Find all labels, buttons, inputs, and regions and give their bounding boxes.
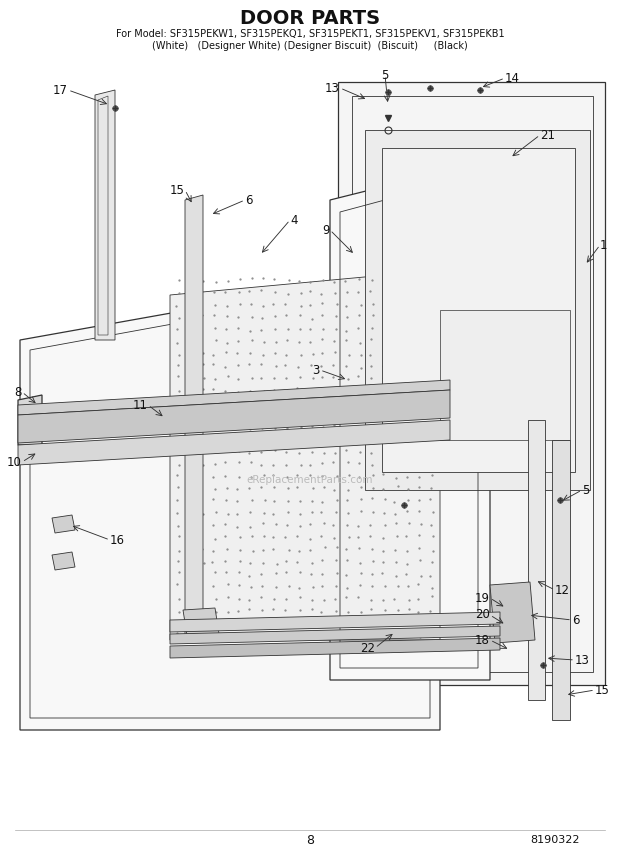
Polygon shape <box>20 265 440 730</box>
Text: 8190322: 8190322 <box>531 835 580 845</box>
Text: 5: 5 <box>381 68 389 81</box>
Polygon shape <box>170 612 500 632</box>
Polygon shape <box>170 270 440 640</box>
Text: 15: 15 <box>170 183 185 197</box>
Polygon shape <box>170 638 500 658</box>
Text: (White)   (Designer White) (Designer Biscuit)  (Biscuit)     (Black): (White) (Designer White) (Designer Biscu… <box>152 41 468 51</box>
Text: 22: 22 <box>360 641 375 655</box>
Text: 16: 16 <box>110 533 125 546</box>
Polygon shape <box>170 626 500 644</box>
Polygon shape <box>95 90 115 340</box>
Text: 5: 5 <box>582 484 590 496</box>
Text: 1: 1 <box>600 239 608 252</box>
Polygon shape <box>185 195 203 635</box>
Text: 15: 15 <box>595 683 610 697</box>
Polygon shape <box>330 160 490 680</box>
Polygon shape <box>440 310 570 440</box>
Polygon shape <box>338 82 605 685</box>
Text: 13: 13 <box>325 81 340 94</box>
Text: 17: 17 <box>53 84 68 97</box>
Text: 13: 13 <box>575 653 590 667</box>
Polygon shape <box>382 148 575 472</box>
Text: 12: 12 <box>555 584 570 597</box>
Text: DOOR PARTS: DOOR PARTS <box>240 9 380 27</box>
Text: 4: 4 <box>290 213 298 227</box>
Text: 6: 6 <box>245 193 252 206</box>
Text: 19: 19 <box>475 591 490 604</box>
Text: For Model: SF315PEKW1, SF315PEKQ1, SF315PEKT1, SF315PEKV1, SF315PEKB1: For Model: SF315PEKW1, SF315PEKQ1, SF315… <box>116 29 504 39</box>
Polygon shape <box>52 552 75 570</box>
Text: 20: 20 <box>475 609 490 621</box>
Text: 18: 18 <box>475 633 490 646</box>
Text: 10: 10 <box>7 455 22 468</box>
Text: 11: 11 <box>133 399 148 412</box>
Text: 3: 3 <box>312 364 320 377</box>
Polygon shape <box>52 515 75 533</box>
Text: 6: 6 <box>572 614 580 627</box>
Polygon shape <box>183 608 220 642</box>
Polygon shape <box>18 390 450 443</box>
Text: 8: 8 <box>15 385 22 399</box>
Text: 21: 21 <box>540 128 555 141</box>
Text: eReplacementParts.com: eReplacementParts.com <box>247 475 373 485</box>
Polygon shape <box>18 395 42 445</box>
Text: 9: 9 <box>322 223 330 236</box>
Text: 8: 8 <box>306 834 314 847</box>
Polygon shape <box>552 440 570 720</box>
Polygon shape <box>18 380 450 415</box>
Polygon shape <box>490 582 535 643</box>
Polygon shape <box>528 420 545 700</box>
Polygon shape <box>365 130 590 490</box>
Polygon shape <box>18 420 450 465</box>
Text: 14: 14 <box>505 72 520 85</box>
